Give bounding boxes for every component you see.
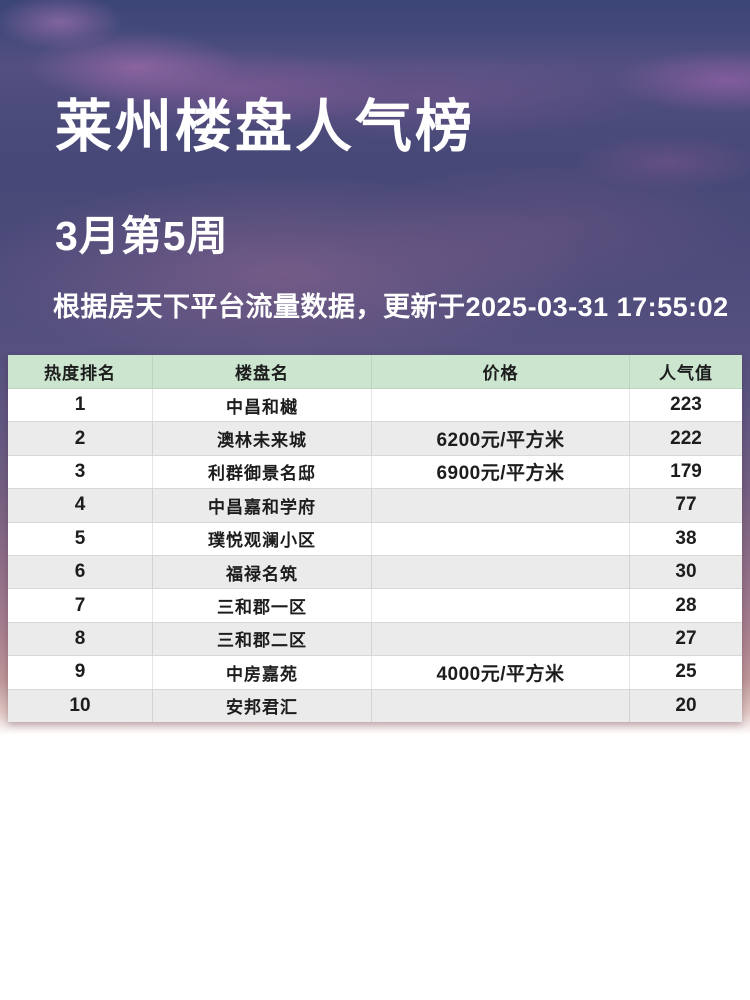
- popularity-cell: 222: [670, 427, 702, 449]
- price-cell: [372, 589, 630, 622]
- rank-cell: 5: [8, 522, 153, 555]
- table-row: 2 澳林未来城 6200元/平方米 222: [8, 421, 742, 455]
- name-cell: 中房嘉苑: [153, 656, 372, 689]
- price-cell: [372, 689, 630, 722]
- rank-cell: 3: [8, 455, 153, 489]
- name-cell: 中昌和樾: [153, 389, 372, 422]
- rank-cell: 4: [8, 489, 153, 522]
- table-row: 8 三和郡二区 27: [8, 621, 742, 656]
- table-row: 3 利群御景名邸 6900元/平方米 179: [8, 454, 742, 489]
- name-cell: 三和郡一区: [153, 589, 372, 622]
- column-header-price: 价格: [372, 355, 630, 388]
- name-cell: 中昌嘉和学府: [153, 489, 372, 522]
- table-row: 10 安邦君汇 20: [8, 688, 742, 722]
- table-row: 9 中房嘉苑 4000元/平方米 25: [8, 655, 742, 689]
- column-header-rank: 热度排名: [8, 355, 153, 388]
- rank-cell: 7: [8, 589, 153, 622]
- table-row: 6 福禄名筑 30: [8, 554, 742, 589]
- rank-cell: 8: [8, 622, 153, 656]
- column-header-name: 楼盘名: [153, 355, 372, 388]
- table-header-row: 热度排名 楼盘名 价格 人气值: [8, 355, 742, 389]
- page-title: 莱州楼盘人气榜: [55, 95, 475, 159]
- price-cell: 6900元/平方米: [372, 455, 630, 489]
- popularity-cell: 179: [670, 460, 702, 482]
- name-cell: 澳林未来城: [153, 422, 372, 455]
- popularity-cell: 223: [670, 394, 702, 416]
- popularity-cell: 38: [675, 527, 697, 549]
- table-row: 5 璞悦观澜小区 38: [8, 521, 742, 555]
- price-cell: [372, 522, 630, 555]
- price-cell: [372, 555, 630, 589]
- table-body: 1 中昌和樾 223 2 澳林未来城 6200元/平方米 222 3 利群御景名…: [8, 389, 742, 722]
- table-row: 4 中昌嘉和学府 77: [8, 488, 742, 522]
- price-cell: [372, 489, 630, 522]
- popularity-cell: 20: [675, 694, 697, 716]
- popularity-cell: 28: [675, 594, 697, 616]
- name-cell: 利群御景名邸: [153, 455, 372, 489]
- popularity-cell: 77: [675, 494, 697, 516]
- rank-cell: 6: [8, 555, 153, 589]
- rank-cell: 1: [8, 389, 153, 422]
- price-cell: 4000元/平方米: [372, 656, 630, 689]
- popularity-cell: 27: [675, 627, 697, 649]
- name-cell: 璞悦观澜小区: [153, 522, 372, 555]
- price-cell: 6200元/平方米: [372, 422, 630, 455]
- period-subtitle: 3月第5周: [55, 213, 229, 259]
- price-cell: [372, 389, 630, 422]
- name-cell: 三和郡二区: [153, 622, 372, 656]
- popularity-cell: 30: [675, 561, 697, 583]
- name-cell: 安邦君汇: [153, 689, 372, 722]
- rank-cell: 9: [8, 656, 153, 689]
- rank-cell: 2: [8, 422, 153, 455]
- price-cell: [372, 622, 630, 656]
- table-row: 7 三和郡一区 28: [8, 588, 742, 622]
- table-row: 1 中昌和樾 223: [8, 389, 742, 422]
- ranking-table: 热度排名 楼盘名 价格 人气值 1 中昌和樾 223 2 澳林未来城 6200元…: [8, 355, 742, 722]
- popularity-cell: 25: [675, 661, 697, 683]
- data-source-caption: 根据房天下平台流量数据，更新于2025-03-31 17:55:02: [53, 292, 729, 322]
- column-header-popularity: 人气值: [659, 364, 713, 383]
- name-cell: 福禄名筑: [153, 555, 372, 589]
- rank-cell: 10: [8, 689, 153, 722]
